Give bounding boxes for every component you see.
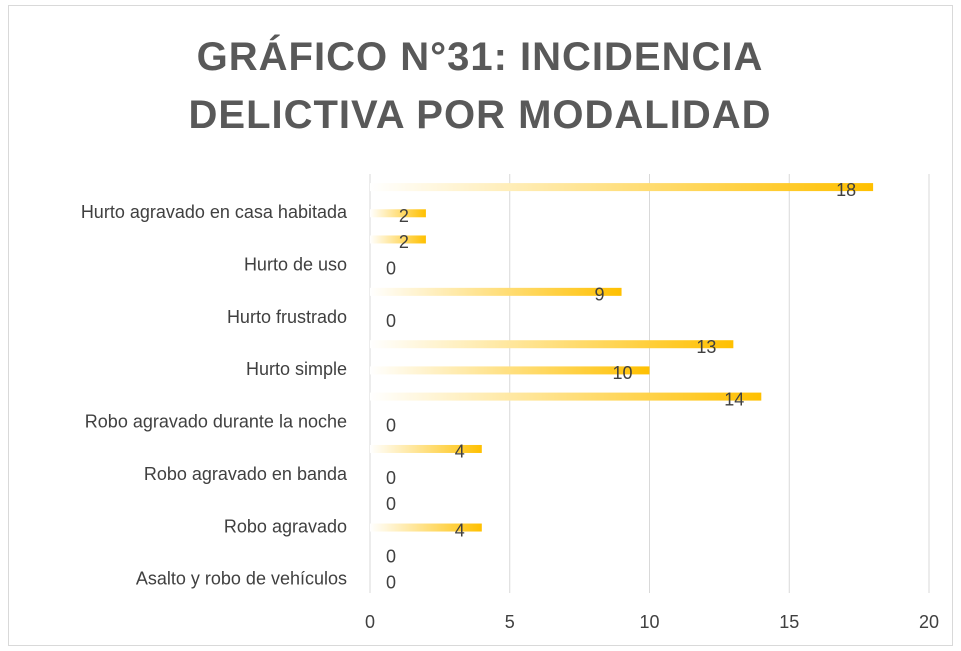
chart-border <box>8 5 953 646</box>
y-tick-label: Robo agravado <box>224 516 347 536</box>
x-tick-label: 0 <box>365 612 375 632</box>
y-tick-label: Hurto de uso <box>244 254 347 274</box>
bar <box>370 523 482 532</box>
data-label: 0 <box>386 311 396 331</box>
data-label: 4 <box>455 442 465 462</box>
data-label: 2 <box>399 206 409 226</box>
data-label: 0 <box>386 546 396 566</box>
data-label: 2 <box>399 232 409 252</box>
data-label: 4 <box>455 520 465 540</box>
data-label: 18 <box>836 180 856 200</box>
x-tick-label: 20 <box>919 612 939 632</box>
y-tick-label: Hurto agravado en casa habitada <box>81 202 348 222</box>
bar <box>370 340 734 349</box>
data-label: 9 <box>595 285 605 305</box>
bar <box>370 444 482 453</box>
y-tick-label: Hurto simple <box>246 359 347 379</box>
data-label: 0 <box>386 494 396 514</box>
x-tick-label: 5 <box>505 612 515 632</box>
y-tick-label: Robo agravado en banda <box>144 464 348 484</box>
chart-title: GRÁFICO N°31: INCIDENCIA DELICTIVA POR M… <box>188 35 772 137</box>
data-label: 0 <box>386 258 396 278</box>
data-label: 0 <box>386 416 396 436</box>
bar <box>370 392 762 401</box>
bar <box>370 366 650 375</box>
data-label: 0 <box>386 573 396 593</box>
bar <box>370 183 874 192</box>
y-tick-label: Robo agravado durante la noche <box>85 412 347 432</box>
data-label: 10 <box>612 363 632 383</box>
y-tick-label: Asalto y robo de vehículos <box>136 569 347 589</box>
data-label: 14 <box>724 389 744 409</box>
data-label: 0 <box>386 468 396 488</box>
x-tick-label: 15 <box>779 612 799 632</box>
bar <box>370 209 426 218</box>
bar <box>370 287 622 296</box>
bar <box>370 235 426 244</box>
x-tick-label: 10 <box>639 612 659 632</box>
y-tick-label: Hurto frustrado <box>227 307 347 327</box>
data-label: 13 <box>696 337 716 357</box>
